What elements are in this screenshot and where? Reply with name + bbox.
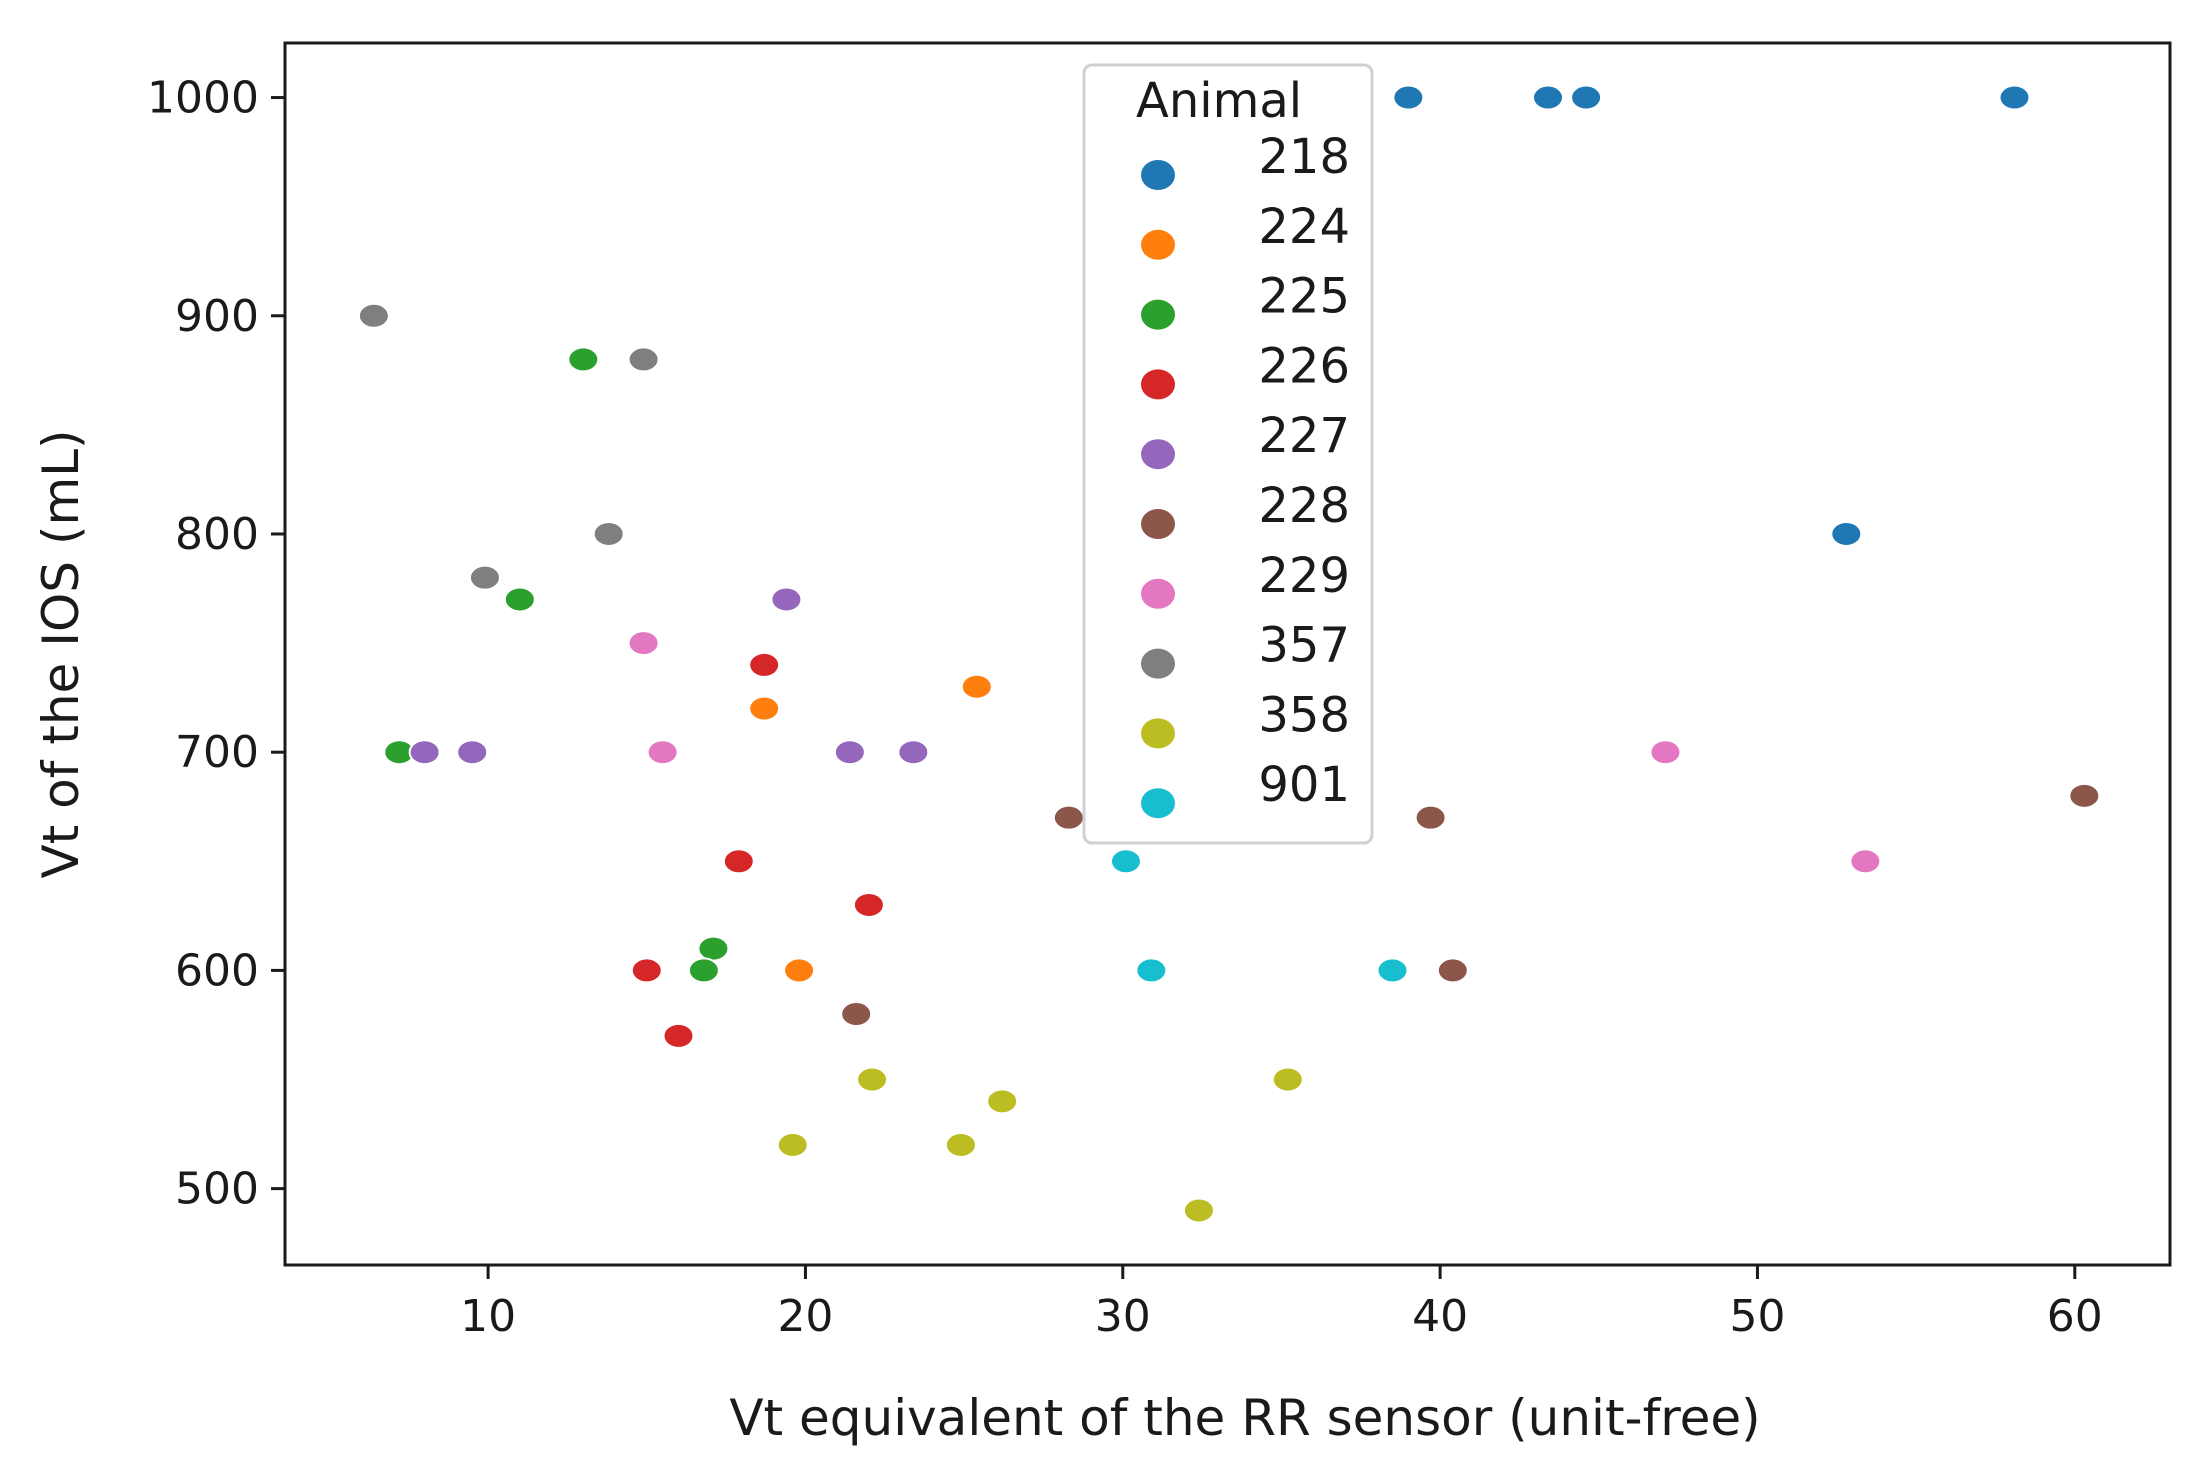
data-point-227 xyxy=(408,739,441,766)
legend-label-358: 358 xyxy=(1258,687,1350,743)
legend-marker-224 xyxy=(1141,229,1175,260)
data-point-228 xyxy=(1052,804,1085,831)
data-point-229 xyxy=(627,630,660,657)
data-points xyxy=(357,84,2101,1224)
legend-label-226: 226 xyxy=(1258,338,1350,394)
data-point-226 xyxy=(748,651,781,678)
data-point-358 xyxy=(776,1131,809,1158)
legend-marker-357 xyxy=(1141,648,1175,679)
data-point-228 xyxy=(2068,782,2101,809)
x-axis-label: Vt equivalent of the RR sensor (unit-fre… xyxy=(729,1389,1760,1447)
data-point-229 xyxy=(646,739,679,766)
data-point-218 xyxy=(1830,520,1863,547)
y-tick-label: 500 xyxy=(175,1164,259,1215)
data-point-218 xyxy=(1570,84,1603,111)
data-point-227 xyxy=(833,739,866,766)
legend-label-357: 357 xyxy=(1258,618,1350,674)
data-point-357 xyxy=(627,346,660,373)
legend-label-227: 227 xyxy=(1258,408,1350,464)
data-point-224 xyxy=(783,957,816,984)
data-point-358 xyxy=(944,1131,977,1158)
legend-marker-228 xyxy=(1141,509,1175,539)
x-tick-label: 20 xyxy=(777,1291,833,1342)
data-point-901 xyxy=(1376,957,1409,984)
y-tick-label: 600 xyxy=(175,945,259,996)
data-point-228 xyxy=(840,1001,873,1028)
y-tick-label: 1000 xyxy=(147,73,259,124)
data-point-226 xyxy=(852,891,885,918)
legend-label-229: 229 xyxy=(1258,548,1350,604)
data-point-901 xyxy=(1135,957,1168,984)
data-point-224 xyxy=(960,673,993,700)
legend-marker-225 xyxy=(1141,299,1175,330)
data-point-228 xyxy=(1414,804,1447,831)
data-point-358 xyxy=(1271,1066,1304,1093)
legend-label-224: 224 xyxy=(1258,199,1350,255)
data-point-229 xyxy=(1649,739,1682,766)
x-tick-label: 10 xyxy=(460,1291,516,1342)
x-tick-label: 40 xyxy=(1412,1291,1468,1342)
legend-marker-227 xyxy=(1141,439,1175,470)
data-point-218 xyxy=(1392,84,1425,111)
legend-marker-358 xyxy=(1141,718,1175,749)
legend: Animal 218 224 225 226 227 228 229 357 358 901 xyxy=(1082,63,1374,845)
y-tick-label: 800 xyxy=(175,509,259,560)
data-point-226 xyxy=(722,848,755,875)
y-axis-label: Vt of the IOS (mL) xyxy=(32,429,90,878)
data-point-227 xyxy=(456,739,489,766)
legend-title: Animal xyxy=(1136,73,1302,129)
legend-label-225: 225 xyxy=(1258,269,1350,325)
y-tick-label: 900 xyxy=(175,291,259,342)
legend-label-228: 228 xyxy=(1258,478,1350,534)
x-axis-ticks: 10 20 30 40 50 60 xyxy=(460,1265,2103,1342)
data-point-225 xyxy=(697,935,730,962)
y-tick-label: 700 xyxy=(175,727,259,778)
data-point-357 xyxy=(357,302,390,329)
legend-label-901: 901 xyxy=(1258,757,1350,813)
legend-marker-901 xyxy=(1141,788,1175,819)
x-tick-label: 30 xyxy=(1095,1291,1151,1342)
data-point-357 xyxy=(468,564,501,591)
data-point-358 xyxy=(856,1066,889,1093)
data-point-225 xyxy=(687,957,720,984)
data-point-227 xyxy=(770,586,803,613)
data-point-224 xyxy=(748,695,781,722)
y-axis-ticks: 500 600 700 800 900 1000 xyxy=(147,73,285,1215)
data-point-228 xyxy=(1436,957,1469,984)
plot-frame xyxy=(283,41,2172,1267)
data-point-226 xyxy=(630,957,663,984)
x-tick-label: 60 xyxy=(2047,1291,2103,1342)
data-point-358 xyxy=(986,1088,1019,1115)
data-point-225 xyxy=(503,586,536,613)
data-point-218 xyxy=(1998,84,2031,111)
legend-marker-229 xyxy=(1141,578,1175,609)
data-point-901 xyxy=(1109,848,1142,875)
data-point-358 xyxy=(1182,1197,1215,1224)
x-tick-label: 50 xyxy=(1729,1291,1785,1342)
legend-marker-218 xyxy=(1141,160,1175,190)
data-point-357 xyxy=(592,520,625,547)
data-point-225 xyxy=(567,346,600,373)
legend-marker-226 xyxy=(1141,369,1175,400)
data-point-218 xyxy=(1532,84,1565,111)
legend-items: 218 224 225 226 227 228 229 357 358 901 xyxy=(1141,129,1350,819)
data-point-226 xyxy=(662,1022,695,1049)
data-point-229 xyxy=(1849,848,1882,875)
data-point-227 xyxy=(897,739,930,766)
legend-label-218: 218 xyxy=(1258,129,1350,185)
